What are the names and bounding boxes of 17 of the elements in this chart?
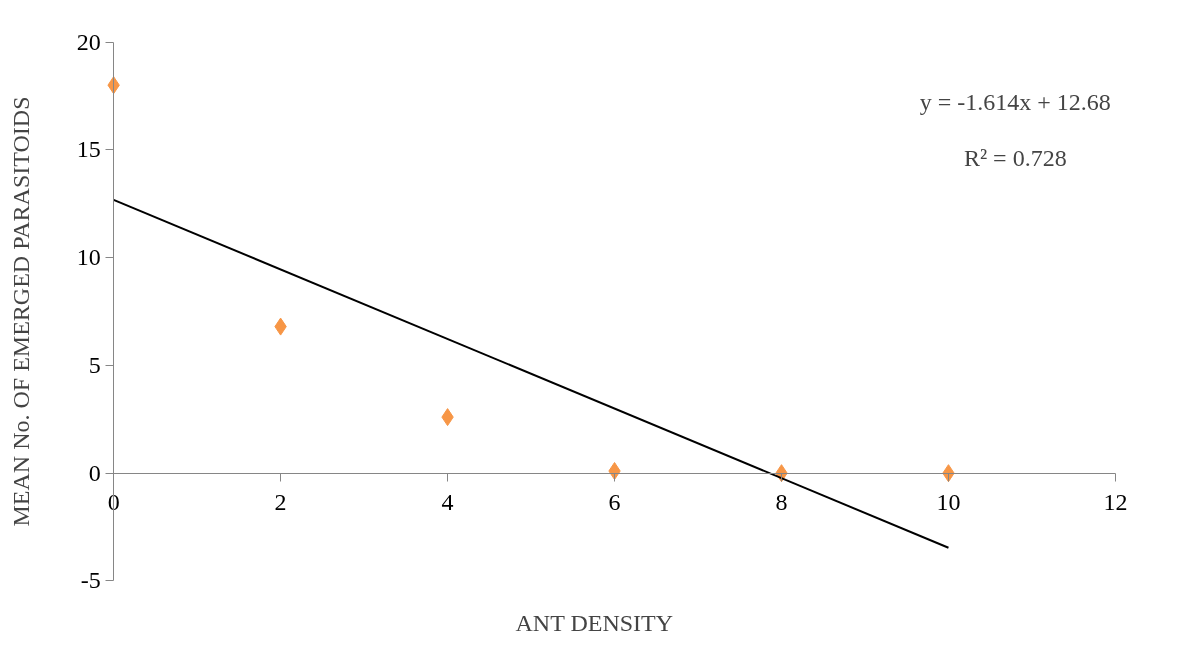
- x-tick-label: 12: [1103, 489, 1128, 516]
- x-tick-label: 4: [441, 489, 454, 516]
- y-tick-label: 15: [76, 136, 101, 163]
- x-tick-label: 8: [775, 489, 788, 516]
- y-tick-label: -5: [80, 567, 101, 594]
- x-tick-label: 10: [936, 489, 961, 516]
- y-tick-label: 10: [76, 244, 101, 271]
- annotation: R² = 0.728: [963, 145, 1067, 172]
- x-axis-title: ANT DENSITY: [515, 609, 674, 636]
- y-tick-label: 5: [88, 351, 101, 378]
- x-tick-label: 2: [274, 489, 287, 516]
- y-axis-title: MEAN No. OF EMERGED PARASITOIDS: [7, 96, 34, 527]
- x-tick-label: 6: [608, 489, 621, 516]
- y-tick-label: 0: [88, 459, 101, 486]
- y-tick-label: 20: [76, 28, 101, 55]
- annotation: y = -1.614x + 12.68: [919, 89, 1111, 116]
- x-tick-label: 0: [107, 489, 120, 516]
